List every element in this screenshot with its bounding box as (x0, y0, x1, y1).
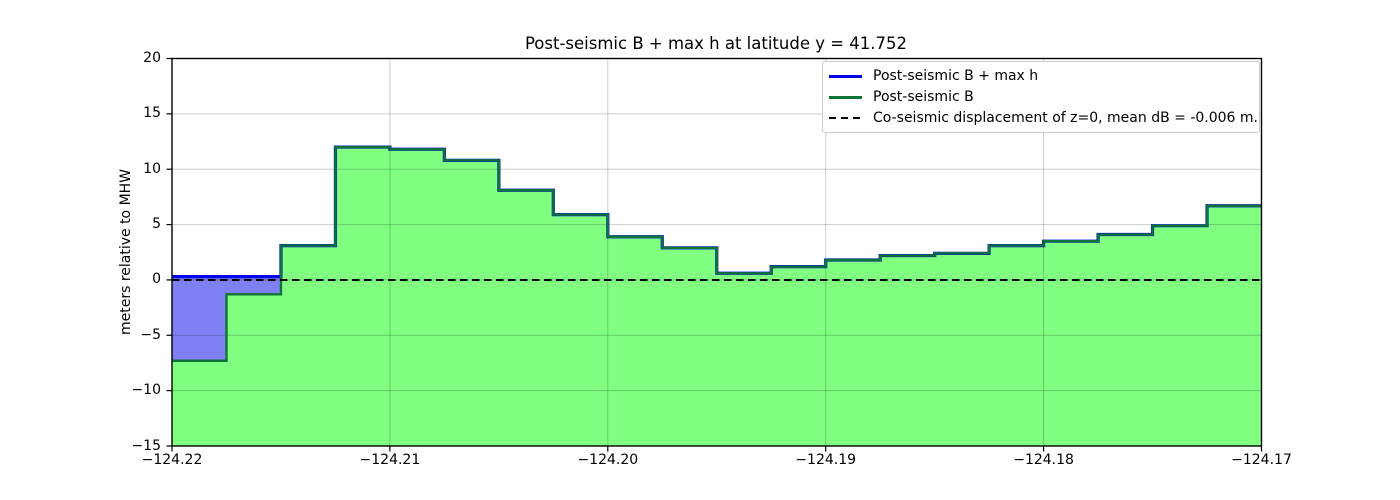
chart-title: Post-seismic B + max h at latitude y = 4… (524, 34, 908, 53)
axes-frame (171, 57, 1263, 447)
legend-line-sample-dashed (829, 116, 862, 120)
y-axis-label: meters relative to MHW (118, 168, 134, 336)
legend-label: Co-seismic displacement of z=0, mean dB … (873, 110, 1258, 126)
legend-line-sample-green (829, 95, 862, 99)
post-seismic-B-line (172, 145, 1262, 362)
legend-line-sample-blue (829, 74, 862, 78)
post-seismic-B-area (172, 147, 1262, 447)
legend-item-b: Post-seismic B (829, 87, 1253, 108)
legend-item-b-plus-maxh: Post-seismic B + max h (829, 66, 1253, 87)
legend-label: Post-seismic B + max h (873, 68, 1039, 84)
legend-label: Post-seismic B (873, 89, 974, 105)
legend: Post-seismic B + max h Post-seismic B Co… (822, 61, 1260, 133)
legend-item-coseismic: Co-seismic displacement of z=0, mean dB … (829, 108, 1258, 129)
